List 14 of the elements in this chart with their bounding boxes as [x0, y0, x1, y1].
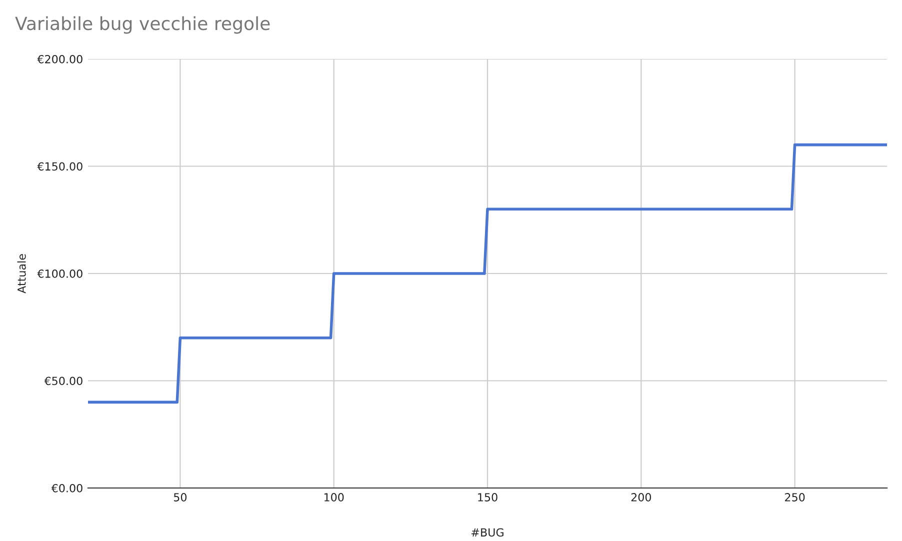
y-axis-title: Attuale [17, 254, 26, 294]
x-tick-label: 200 [631, 493, 652, 502]
y-tick-label: €200.00 [37, 54, 82, 64]
line-series [88, 143, 887, 404]
x-tick-label: 50 [174, 493, 187, 502]
y-tick-label: €100.00 [37, 269, 82, 278]
chart-title: Variabile bug vecchie regole [15, 16, 270, 34]
x-tick-label: 100 [324, 493, 344, 502]
y-tick-label: €50.00 [44, 376, 82, 386]
x-tick-label: 250 [785, 493, 805, 502]
x-axis-title: #BUG [472, 528, 504, 537]
x-tick-label: 150 [478, 493, 498, 502]
y-tick-label: €0.00 [51, 484, 82, 492]
y-tick-label: €150.00 [37, 162, 82, 171]
